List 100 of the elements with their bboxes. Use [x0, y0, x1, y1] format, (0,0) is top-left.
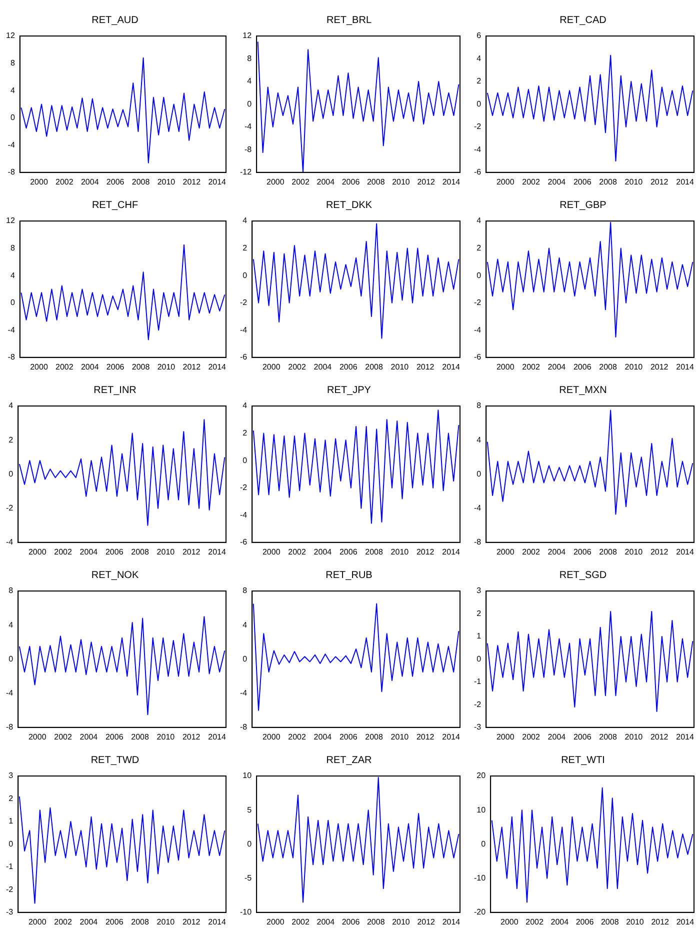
chart-title: RET_CHF [92, 200, 138, 211]
y-tick-label: 8 [8, 586, 14, 596]
chart-title: RET_ZAR [326, 754, 372, 766]
x-tick-label: 2000 [28, 732, 47, 742]
x-tick-label: 2002 [288, 362, 306, 372]
y-tick-label: -3 [6, 908, 14, 917]
x-tick-label: 2008 [131, 732, 150, 742]
y-tick-label: 4 [10, 270, 16, 280]
x-tick-label: 2002 [54, 917, 72, 926]
y-tick-label: -4 [474, 325, 482, 334]
x-tick-label: 2008 [365, 732, 384, 742]
x-tick-label: 2010 [624, 732, 644, 742]
x-tick-label: 2014 [442, 732, 460, 742]
y-tick-label: -10 [474, 874, 486, 883]
x-tick-label: 2010 [624, 177, 644, 186]
x-tick-label: 2002 [54, 547, 72, 556]
y-tick-label: -4 [244, 122, 252, 132]
x-tick-label: 2010 [156, 917, 176, 926]
x-tick-label: 2014 [208, 177, 227, 186]
x-tick-label: 2002 [292, 917, 310, 926]
x-tick-label: 2008 [599, 177, 618, 186]
y-tick-label: 0 [242, 270, 248, 280]
x-tick-label: 2000 [28, 917, 47, 926]
x-tick-label: 2004 [314, 547, 332, 556]
y-tick-label: 10 [242, 771, 252, 780]
x-tick-label: 2014 [442, 362, 460, 372]
x-tick-label: 2000 [262, 732, 281, 742]
x-tick-label: 2008 [599, 547, 618, 556]
y-tick-label: -8 [8, 352, 16, 362]
chart-title: RET_CAD [560, 14, 606, 26]
y-tick-label: 3 [8, 771, 14, 780]
x-tick-label: 2000 [266, 917, 285, 926]
chart-title: RET_NOK [91, 570, 139, 581]
y-tick-label: -1 [474, 677, 482, 686]
x-tick-label: 2014 [208, 547, 226, 556]
x-tick-label: 2012 [650, 732, 669, 742]
y-tick-label: -2 [240, 483, 248, 492]
x-tick-label: 2000 [262, 547, 281, 556]
x-tick-label: 2000 [496, 547, 515, 556]
x-tick-label: 2006 [105, 917, 124, 926]
y-tick-label: 2 [8, 435, 14, 444]
x-tick-label: 2006 [576, 917, 594, 926]
x-tick-label: 2006 [573, 177, 592, 186]
x-tick-label: 2002 [56, 362, 74, 372]
y-tick-label: -3 [474, 722, 482, 732]
x-tick-label: 2014 [676, 732, 694, 742]
y-tick-label: -2 [6, 504, 14, 513]
y-tick-label: 12 [242, 31, 252, 40]
y-tick-label: -20 [474, 908, 486, 917]
x-tick-label: 2004 [80, 732, 98, 742]
y-tick-label: -2 [6, 884, 14, 894]
x-tick-label: 2012 [182, 177, 202, 186]
x-tick-label: 2010 [390, 362, 410, 372]
x-tick-label: 2006 [573, 732, 592, 742]
y-tick-label: -5 [244, 874, 252, 883]
y-tick-label: -4 [6, 538, 14, 547]
y-tick-label: 1 [476, 632, 482, 641]
chart-title: RET_MXN [559, 384, 607, 396]
y-tick-label: 0 [10, 113, 16, 122]
x-tick-label: 2012 [650, 177, 669, 186]
y-tick-label: -4 [8, 325, 16, 334]
x-tick-label: 2008 [365, 547, 384, 556]
x-tick-label: 2008 [366, 917, 386, 926]
x-tick-label: 2008 [132, 177, 150, 186]
y-tick-label: -4 [240, 688, 248, 698]
x-tick-label: 2006 [106, 177, 125, 186]
y-tick-label: 8 [10, 243, 16, 252]
y-tick-label: 4 [476, 435, 482, 444]
y-tick-label: 8 [247, 54, 252, 63]
chart-title: RET_SGD [559, 570, 607, 581]
y-tick-label: 4 [8, 620, 14, 630]
y-tick-label: -8 [6, 722, 14, 732]
y-tick-label: 4 [8, 401, 14, 410]
y-tick-label: 2 [242, 428, 248, 438]
y-tick-label: 0 [476, 99, 482, 108]
x-tick-label: 2010 [624, 362, 644, 372]
x-tick-label: 2012 [182, 547, 201, 556]
y-tick-label: 0 [8, 839, 14, 848]
y-tick-label: 8 [10, 58, 16, 68]
x-tick-label: 2008 [599, 362, 618, 372]
x-tick-label: 2008 [131, 547, 150, 556]
x-tick-label: 2002 [522, 362, 540, 372]
y-tick-label: 0 [476, 654, 482, 664]
x-tick-label: 2000 [262, 362, 281, 372]
x-tick-label: 2010 [392, 177, 410, 186]
y-tick-label: -8 [474, 538, 482, 547]
y-tick-label: -10 [240, 908, 252, 917]
y-tick-label: 0 [476, 469, 482, 478]
x-tick-label: 2000 [496, 177, 515, 186]
y-tick-label: 8 [476, 401, 482, 410]
y-tick-label: 4 [476, 54, 482, 63]
x-tick-label: 2004 [550, 917, 570, 926]
y-tick-label: -4 [240, 325, 248, 334]
x-tick-label: 2004 [80, 917, 98, 926]
y-tick-label: -12 [240, 168, 252, 177]
chart-title: RET_INR [94, 384, 136, 396]
x-tick-label: 2012 [650, 362, 669, 372]
x-tick-label: 2004 [316, 917, 336, 926]
x-tick-label: 2006 [339, 362, 358, 372]
x-tick-label: 2014 [676, 917, 695, 926]
